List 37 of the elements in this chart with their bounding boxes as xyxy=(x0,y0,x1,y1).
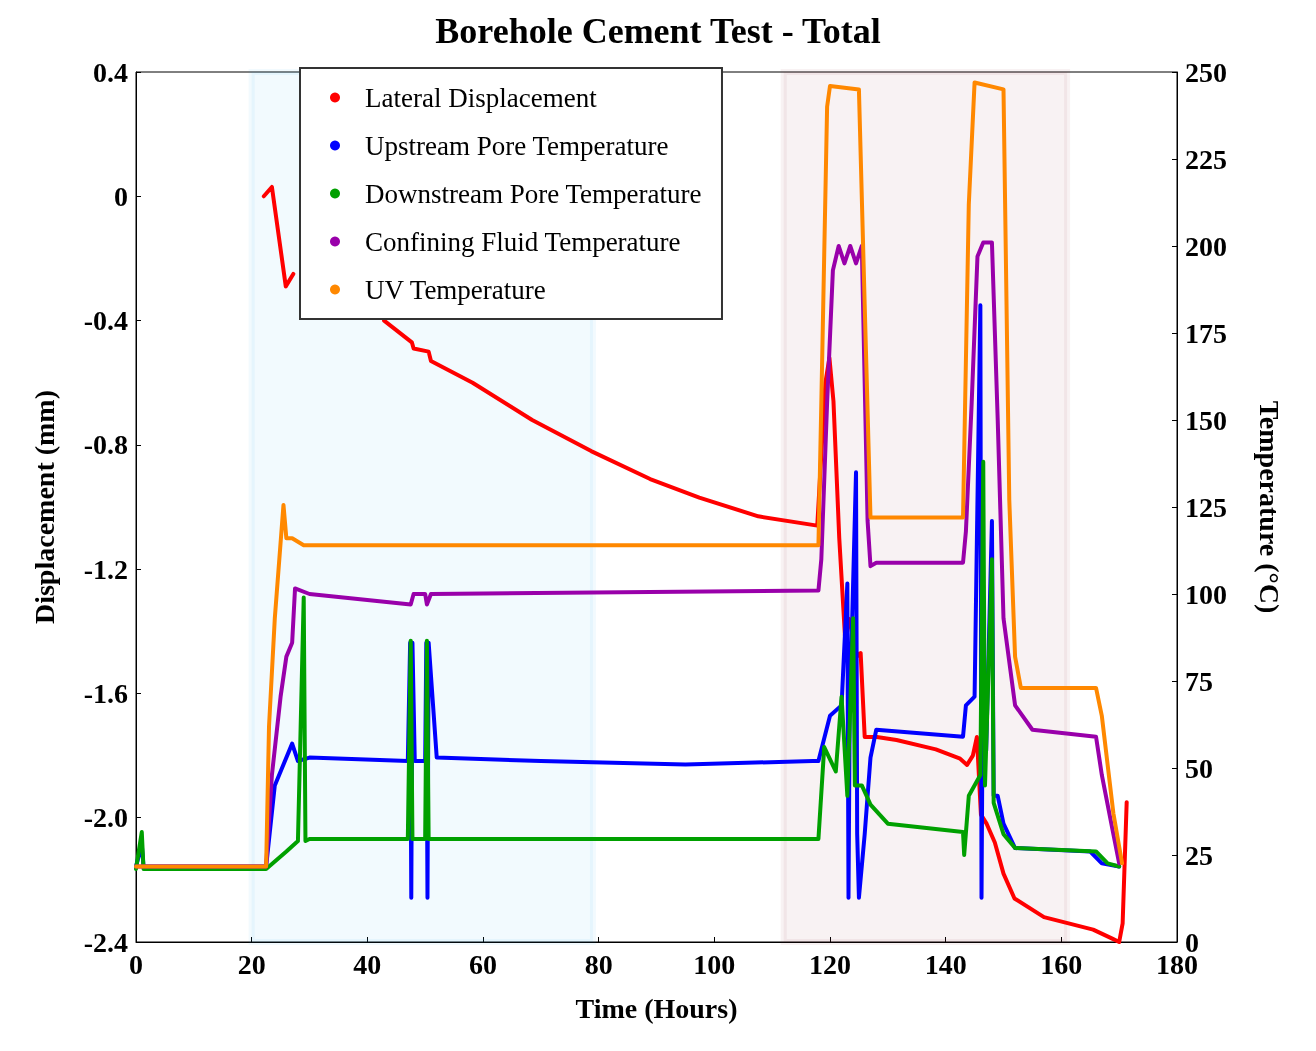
y2-tick-label: 50 xyxy=(1185,752,1213,784)
line-series xyxy=(134,80,1125,869)
x-tick-label: 120 xyxy=(809,948,851,980)
x-tick-label: 140 xyxy=(924,948,967,980)
y2-tick-label: 200 xyxy=(1185,230,1227,262)
y2-tick-label: 75 xyxy=(1185,665,1213,697)
x-tick-label: 80 xyxy=(584,948,613,980)
y2-tick-label: 175 xyxy=(1185,317,1227,349)
y2-axis-title: Temperature (°C) xyxy=(1253,400,1285,614)
x-axis-title: Time (Hours) xyxy=(575,992,738,1024)
y2-tick-label: 250 xyxy=(1185,56,1227,88)
y-tick-label: -2.0 xyxy=(83,802,128,834)
y-tick-label: 0.4 xyxy=(93,56,128,88)
legend-label: Confining Fluid Temperature xyxy=(365,226,681,257)
x-tick-label: 100 xyxy=(693,948,736,980)
y-tick-label: -2.4 xyxy=(83,926,128,958)
y2-tick-label: 150 xyxy=(1185,404,1227,436)
y2-tick-label: 225 xyxy=(1185,143,1227,175)
y-axis-title: Displacement (mm) xyxy=(28,389,60,625)
x-tick-label: 60 xyxy=(469,948,497,980)
y-tick-label: -1.2 xyxy=(83,553,128,585)
y2-tick-label: 25 xyxy=(1185,839,1213,871)
legend-label: Upstream Pore Temperature xyxy=(365,130,669,161)
chart-title: Borehole Cement Test - Total xyxy=(435,11,881,51)
y-tick-label: -0.4 xyxy=(83,305,128,337)
y-tick-label: 0 xyxy=(114,180,128,212)
legend-label: UV Temperature xyxy=(365,274,546,305)
y-tick-label: -0.8 xyxy=(83,429,128,461)
y2-tick-label: 100 xyxy=(1185,578,1227,610)
x-tick-label: 160 xyxy=(1040,948,1083,980)
legend-label: Downstream Pore Temperature xyxy=(365,178,702,209)
y2-tick-label: 125 xyxy=(1185,491,1227,523)
x-tick-label: 40 xyxy=(353,948,382,980)
x-tick-label: 20 xyxy=(237,948,266,980)
line-series xyxy=(134,459,1122,871)
y-tick-label: -1.6 xyxy=(83,677,128,709)
legend-label: Lateral Displacement xyxy=(365,82,598,113)
